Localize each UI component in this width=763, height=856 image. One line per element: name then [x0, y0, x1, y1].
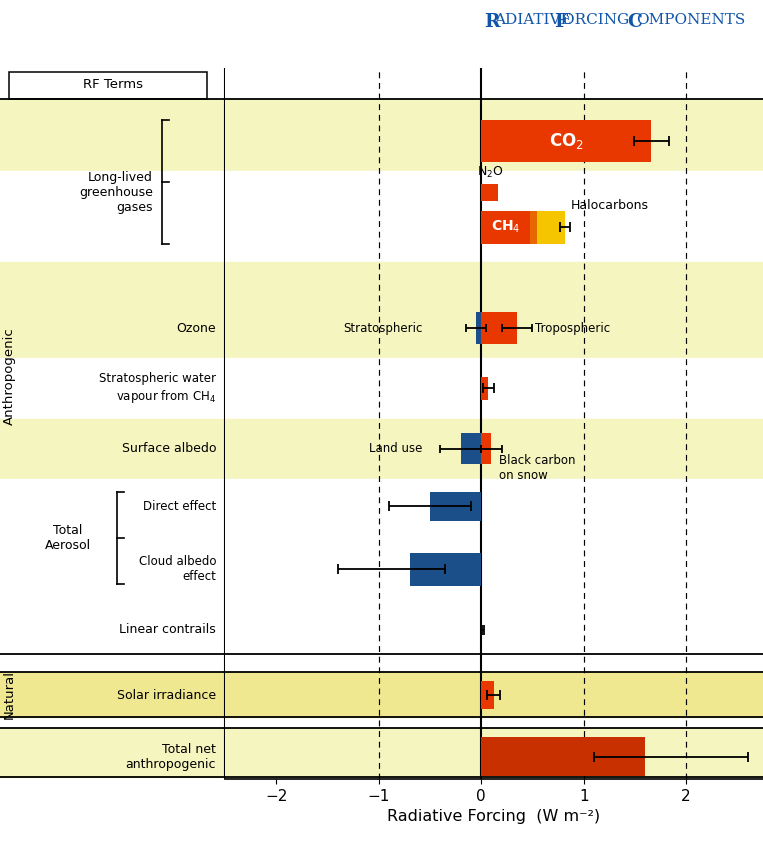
- Text: OMPONENTS: OMPONENTS: [636, 13, 745, 27]
- Text: CO$_2$: CO$_2$: [549, 131, 584, 151]
- Bar: [0, 419, 225, 479]
- Text: CH$_4$: CH$_4$: [491, 219, 520, 235]
- Text: Surface albedo: Surface albedo: [121, 443, 216, 455]
- Bar: [0, 358, 225, 419]
- Bar: [461, 433, 481, 465]
- Text: Solar irradiance: Solar irradiance: [117, 688, 216, 702]
- Text: C: C: [627, 13, 642, 31]
- Bar: [225, 171, 763, 262]
- Text: Direct effect: Direct effect: [143, 500, 216, 513]
- Bar: [0, 728, 225, 776]
- Bar: [481, 184, 497, 200]
- Bar: [225, 262, 763, 358]
- Text: RF Terms: RF Terms: [82, 78, 143, 92]
- Text: Stratospheric: Stratospheric: [343, 322, 423, 335]
- Text: Stratospheric water
vapour from CH$_4$: Stratospheric water vapour from CH$_4$: [99, 372, 216, 405]
- Text: Halocarbons: Halocarbons: [571, 199, 649, 212]
- Text: ADIATIVE: ADIATIVE: [494, 13, 577, 27]
- Bar: [225, 672, 763, 717]
- Bar: [481, 120, 652, 162]
- Bar: [481, 377, 488, 400]
- Bar: [225, 728, 763, 776]
- Bar: [530, 211, 536, 244]
- Bar: [476, 312, 481, 344]
- Bar: [225, 479, 763, 654]
- Text: Cloud albedo
effect: Cloud albedo effect: [139, 556, 216, 584]
- Text: Natural: Natural: [2, 670, 15, 719]
- Bar: [481, 681, 494, 709]
- Text: Tropospheric: Tropospheric: [535, 322, 610, 335]
- Text: F: F: [554, 13, 567, 31]
- Text: Total net
anthropogenic: Total net anthropogenic: [126, 743, 216, 770]
- Bar: [430, 491, 481, 520]
- Text: Black carbon
on snow: Black carbon on snow: [499, 454, 575, 482]
- Text: Linear contrails: Linear contrails: [119, 623, 216, 636]
- Text: Long-lived
greenhouse
gases: Long-lived greenhouse gases: [79, 170, 153, 214]
- Bar: [225, 419, 763, 479]
- Text: Anthropogenic: Anthropogenic: [2, 328, 15, 425]
- Text: Land use: Land use: [369, 443, 423, 455]
- X-axis label: Radiative Forcing  (W m⁻²): Radiative Forcing (W m⁻²): [388, 809, 600, 824]
- Bar: [481, 737, 645, 776]
- Bar: [481, 312, 517, 344]
- Bar: [0, 672, 225, 717]
- Bar: [225, 358, 763, 419]
- Bar: [410, 553, 481, 586]
- Text: ORCING: ORCING: [562, 13, 635, 27]
- Bar: [0, 262, 225, 358]
- Bar: [9, 72, 207, 98]
- Text: Ozone: Ozone: [176, 322, 216, 335]
- Bar: [225, 98, 763, 171]
- Text: R: R: [485, 13, 500, 31]
- Bar: [0, 479, 225, 654]
- Bar: [0, 98, 225, 171]
- Text: N$_2$O: N$_2$O: [477, 165, 504, 180]
- Bar: [481, 625, 482, 634]
- Text: Total
Aerosol: Total Aerosol: [44, 524, 91, 552]
- Bar: [481, 211, 530, 244]
- Bar: [536, 211, 565, 244]
- Bar: [0, 171, 225, 262]
- Bar: [481, 433, 491, 465]
